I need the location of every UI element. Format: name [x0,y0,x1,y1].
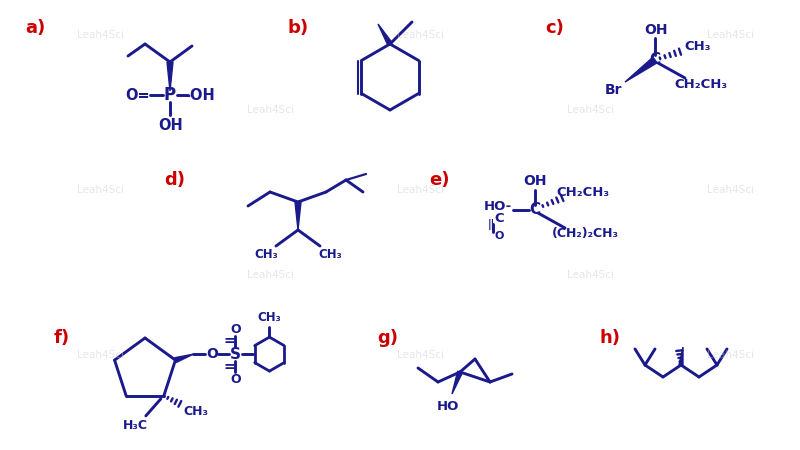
Text: O=: O= [126,87,150,103]
Text: O: O [494,231,504,241]
Text: Leah4Sci: Leah4Sci [706,30,754,40]
Text: -OH: -OH [185,87,215,103]
Polygon shape [167,62,173,91]
Text: Leah4Sci: Leah4Sci [706,185,754,195]
Text: Leah4Sci: Leah4Sci [77,350,123,360]
Text: CH₃: CH₃ [254,248,278,261]
Text: (CH₂)₂CH₃: (CH₂)₂CH₃ [551,228,618,240]
Text: Leah4Sci: Leah4Sci [397,185,443,195]
Text: CH₂CH₃: CH₂CH₃ [557,185,610,198]
Text: C: C [650,53,661,68]
Polygon shape [174,354,194,363]
Text: Leah4Sci: Leah4Sci [566,270,614,280]
Text: OH: OH [523,174,546,188]
Text: h): h) [599,329,621,347]
Text: CH₃: CH₃ [183,405,208,418]
Text: a): a) [25,19,45,37]
Text: Leah4Sci: Leah4Sci [77,30,123,40]
Polygon shape [378,24,392,45]
Text: CH₃: CH₃ [318,248,342,261]
Text: Br: Br [604,83,622,97]
Text: CH₃: CH₃ [685,40,711,53]
Text: Leah4Sci: Leah4Sci [397,350,443,360]
Text: Leah4Sci: Leah4Sci [246,105,294,115]
Polygon shape [625,57,657,82]
Text: Leah4Sci: Leah4Sci [706,350,754,360]
Text: e): e) [430,171,450,189]
Text: c): c) [546,19,565,37]
Polygon shape [452,371,462,394]
Text: O: O [206,347,218,361]
Text: OH: OH [158,117,183,132]
Text: Leah4Sci: Leah4Sci [397,30,443,40]
Text: O: O [230,323,241,336]
Text: P: P [164,86,176,104]
Text: HO: HO [437,400,459,413]
Text: H₃C: H₃C [123,419,148,432]
Text: S: S [230,346,241,362]
Text: Leah4Sci: Leah4Sci [566,105,614,115]
Text: b): b) [287,19,309,37]
Text: =: = [224,360,235,374]
Polygon shape [679,347,683,365]
Polygon shape [295,202,301,230]
Text: =: = [224,334,235,348]
Text: Leah4Sci: Leah4Sci [246,270,294,280]
Text: d): d) [165,171,186,189]
Text: C: C [530,202,541,217]
Text: O: O [230,373,241,386]
Text: g): g) [378,329,398,347]
Text: ||: || [487,219,494,230]
Text: HO-: HO- [484,199,512,212]
Text: Leah4Sci: Leah4Sci [77,185,123,195]
Text: C: C [494,212,504,225]
Text: CH₂CH₃: CH₂CH₃ [674,77,727,90]
Text: CH₃: CH₃ [258,310,282,324]
Text: OH: OH [644,23,668,37]
Text: f): f) [54,329,70,347]
